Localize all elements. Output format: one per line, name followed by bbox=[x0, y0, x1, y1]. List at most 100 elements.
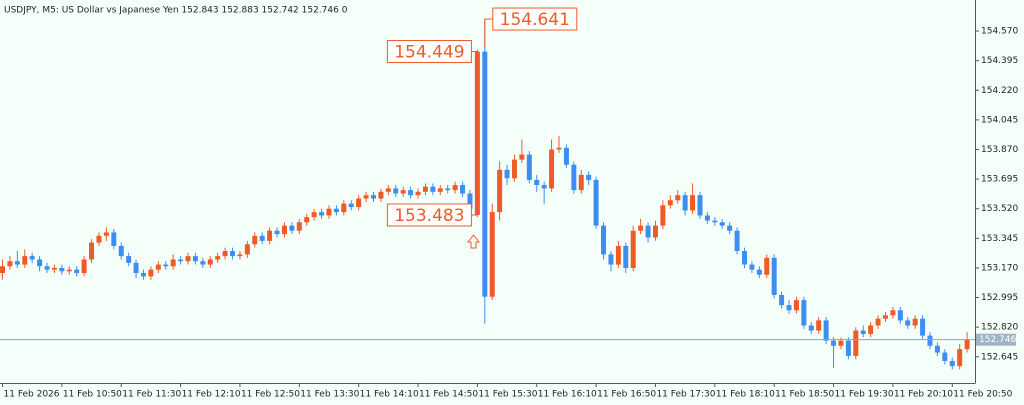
candle-body bbox=[363, 195, 369, 199]
candle-body bbox=[14, 261, 20, 265]
candle-body bbox=[267, 230, 273, 241]
x-tick-label: 11 Feb 16:10 bbox=[538, 390, 597, 400]
candle-body bbox=[727, 225, 733, 231]
candle-body bbox=[920, 318, 926, 336]
candle-body bbox=[652, 225, 658, 238]
candle-body bbox=[882, 315, 888, 319]
candle-body bbox=[601, 225, 607, 255]
candle-body bbox=[140, 273, 146, 277]
y-tick-label: 153.345 bbox=[981, 234, 1018, 244]
candle-body bbox=[371, 195, 376, 199]
candle-body bbox=[504, 169, 510, 179]
candle-body bbox=[615, 245, 621, 265]
x-tick-label: 11 Feb 19:30 bbox=[835, 390, 894, 400]
candle-body bbox=[927, 335, 933, 346]
candle-body bbox=[749, 264, 755, 270]
candle-body bbox=[779, 295, 785, 306]
candle-body bbox=[319, 212, 325, 216]
candle-body bbox=[489, 212, 495, 297]
candle-body bbox=[244, 244, 250, 255]
candle-body bbox=[281, 225, 287, 235]
candle-body bbox=[185, 256, 191, 262]
candle-body bbox=[905, 320, 911, 326]
x-tick-label: 11 Feb 10:50 bbox=[63, 390, 122, 400]
candle-body bbox=[719, 222, 725, 226]
price-label-box bbox=[492, 7, 578, 31]
candle-body bbox=[734, 230, 740, 252]
candle-body bbox=[482, 51, 488, 297]
candle-body bbox=[831, 340, 837, 346]
x-tick-label: 11 Feb 14:50 bbox=[419, 390, 478, 400]
candle-body bbox=[252, 235, 258, 245]
y-tick-label: 153.870 bbox=[981, 145, 1018, 155]
candle-body bbox=[801, 300, 807, 326]
price-label-box bbox=[386, 40, 472, 64]
candle-body bbox=[259, 235, 265, 241]
candle-body bbox=[430, 186, 436, 192]
x-tick-label: 11 Feb 12:10 bbox=[182, 390, 241, 400]
candle-body bbox=[563, 147, 569, 165]
candle-body bbox=[356, 198, 362, 208]
candle-body bbox=[230, 251, 236, 257]
candle-body bbox=[578, 174, 584, 191]
candle-body bbox=[7, 261, 13, 267]
candle-body bbox=[59, 267, 65, 272]
candle-body bbox=[771, 257, 777, 296]
candle-body bbox=[467, 193, 473, 209]
candle-body bbox=[549, 149, 555, 189]
candle-body bbox=[645, 225, 651, 238]
x-tick-label: 11 Feb 14:10 bbox=[360, 390, 419, 400]
candle-body bbox=[215, 256, 221, 260]
x-tick-label: 11 Feb 13:30 bbox=[300, 390, 359, 400]
candle-body bbox=[44, 266, 50, 270]
candle-body bbox=[808, 325, 814, 331]
x-tick-label: 11 Feb 12:50 bbox=[241, 390, 300, 400]
candle-body bbox=[556, 147, 562, 150]
candle-body bbox=[868, 325, 874, 334]
price-label: 154.449 bbox=[394, 43, 464, 63]
candle-body bbox=[949, 361, 955, 367]
candle-body bbox=[163, 264, 169, 267]
candle-body bbox=[934, 345, 940, 353]
candle-body bbox=[222, 251, 228, 257]
y-tick-label: 154.045 bbox=[981, 115, 1018, 125]
candle-body bbox=[816, 320, 822, 331]
candle-body bbox=[378, 191, 384, 199]
candle-body bbox=[526, 154, 532, 180]
candle-body bbox=[786, 305, 792, 311]
candle-body bbox=[333, 208, 339, 213]
candle-body bbox=[437, 188, 443, 192]
candle-body bbox=[445, 188, 451, 191]
candle-body bbox=[37, 259, 43, 267]
candle-body bbox=[823, 320, 829, 341]
candle-body bbox=[22, 256, 28, 265]
x-tick-label: 11 Feb 20:10 bbox=[894, 390, 953, 400]
candle-body bbox=[764, 257, 770, 275]
candle-body bbox=[296, 222, 302, 231]
candle-body bbox=[697, 195, 703, 216]
candle-body bbox=[845, 340, 851, 356]
current-price-tag bbox=[976, 333, 1016, 346]
candle-body bbox=[81, 259, 87, 274]
candle-body bbox=[393, 188, 399, 194]
candle-body bbox=[860, 330, 866, 334]
candle-body bbox=[756, 269, 762, 275]
candle-body bbox=[890, 310, 896, 316]
candle-body bbox=[667, 200, 673, 206]
candle-body bbox=[712, 220, 718, 223]
candle-body bbox=[912, 318, 918, 326]
candle-body bbox=[541, 185, 547, 189]
candle-body bbox=[341, 203, 347, 213]
candle-body bbox=[200, 261, 206, 265]
candle-body bbox=[742, 251, 747, 265]
candle-body bbox=[460, 185, 466, 194]
candle-body bbox=[682, 195, 688, 211]
x-tick-label: 11 Feb 2026 bbox=[4, 390, 60, 400]
x-tick-label: 11 Feb 20:50 bbox=[953, 390, 1012, 400]
candle-body bbox=[385, 188, 391, 192]
price-label-box bbox=[386, 203, 472, 227]
candle-body bbox=[415, 191, 421, 196]
candle-body bbox=[571, 164, 577, 191]
candle-body bbox=[311, 212, 317, 218]
